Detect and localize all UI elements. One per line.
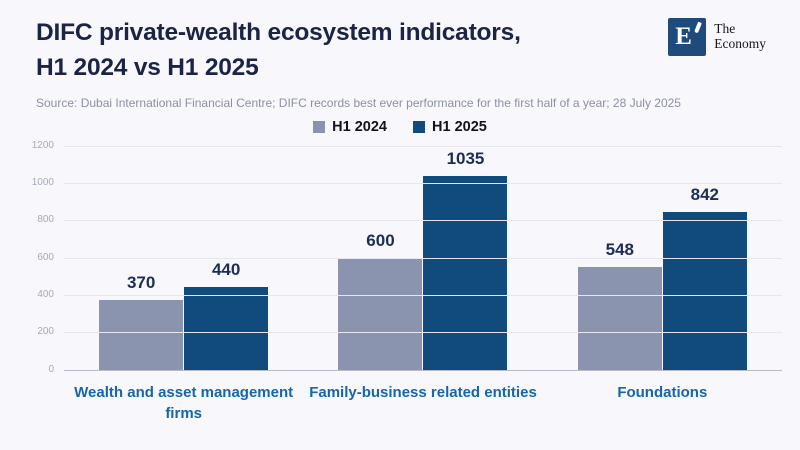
- bar-with-label: 548: [577, 240, 662, 370]
- bar-group: 370 440: [64, 146, 303, 370]
- bar-chart-plot-area: 370 440 600 1035 548 842 0 200 400 600 800 1000 120…: [32, 139, 782, 374]
- legend-label: H1 2025: [432, 118, 487, 135]
- logo-accent-mark: [694, 21, 703, 34]
- logo-wordmark-line2: Economy: [714, 36, 766, 51]
- chart-title: DIFC private-wealth ecosystem indicators…: [36, 15, 521, 85]
- bar-value-label: 370: [126, 273, 156, 293]
- gridline-200: [64, 332, 782, 334]
- logo-icon: E: [668, 18, 707, 56]
- bar-group: 548 842: [543, 146, 782, 370]
- gridline-600: [64, 257, 782, 259]
- bar-h1-2024: [338, 257, 423, 370]
- legend-item: H1 2025: [413, 119, 487, 135]
- legend-swatch-icon: [313, 120, 326, 133]
- bar-groups: 370 440 600 1035 548 842: [64, 146, 782, 370]
- y-tick-label-1000: 1000: [31, 176, 54, 188]
- y-tick-label-200: 200: [37, 326, 54, 338]
- logo-letter: E: [675, 23, 692, 50]
- bar-with-label: 440: [184, 260, 269, 370]
- bar-value-label: 842: [690, 185, 719, 205]
- gridline-800: [64, 220, 782, 222]
- logo-wordmark-line1: The: [714, 21, 736, 36]
- chart-title-line2: H1 2024 vs H1 2025: [36, 54, 259, 81]
- bar-value-label: 548: [605, 240, 634, 260]
- y-tick-label-400: 400: [37, 288, 54, 300]
- bar-with-label: 370: [99, 273, 184, 370]
- gridline-1200: [64, 145, 782, 147]
- gridline-0: [64, 369, 782, 371]
- bar-with-label: 1035: [423, 149, 508, 370]
- bar-with-label: 600: [338, 230, 423, 370]
- bar-group: 600 1035: [303, 146, 542, 370]
- bar-value-label: 1035: [446, 149, 485, 169]
- bar-h1-2025: [184, 287, 269, 370]
- bar-h1-2025: [423, 176, 508, 370]
- chart-legend: H1 2024 H1 2025: [0, 118, 800, 136]
- y-tick-label-800: 800: [37, 214, 54, 226]
- y-tick-label-0: 0: [48, 363, 54, 375]
- chart-title-line1: DIFC private-wealth ecosystem indicators…: [36, 19, 521, 46]
- gridline-400: [64, 294, 782, 296]
- source-note: Source: Dubai International Financial Ce…: [36, 96, 681, 110]
- gridline-1000: [64, 182, 782, 184]
- bar-value-label: 600: [366, 230, 395, 250]
- y-tick-label-600: 600: [37, 251, 54, 263]
- publisher-logo: E The Economy: [668, 15, 766, 56]
- y-tick-label-1200: 1200: [31, 139, 54, 151]
- legend-swatch-icon: [413, 120, 425, 133]
- bar-h1-2024: [99, 300, 184, 370]
- bar-h1-2025: [662, 212, 747, 370]
- bar-h1-2024: [577, 267, 662, 370]
- category-label: Family-business related entities: [309, 383, 537, 401]
- legend-item: H1 2024: [313, 119, 387, 135]
- legend-label: H1 2024: [332, 118, 387, 135]
- header: DIFC private-wealth ecosystem indicators…: [0, 0, 800, 85]
- logo-wordmark: The Economy: [714, 18, 766, 51]
- category-label: Foundations: [617, 383, 708, 401]
- bar-with-label: 842: [662, 185, 747, 370]
- bar-value-label: 440: [211, 260, 241, 280]
- category-axis-labels: Wealth and asset management firms Family-…: [64, 382, 782, 424]
- category-label: Wealth and asset management firms: [74, 383, 294, 422]
